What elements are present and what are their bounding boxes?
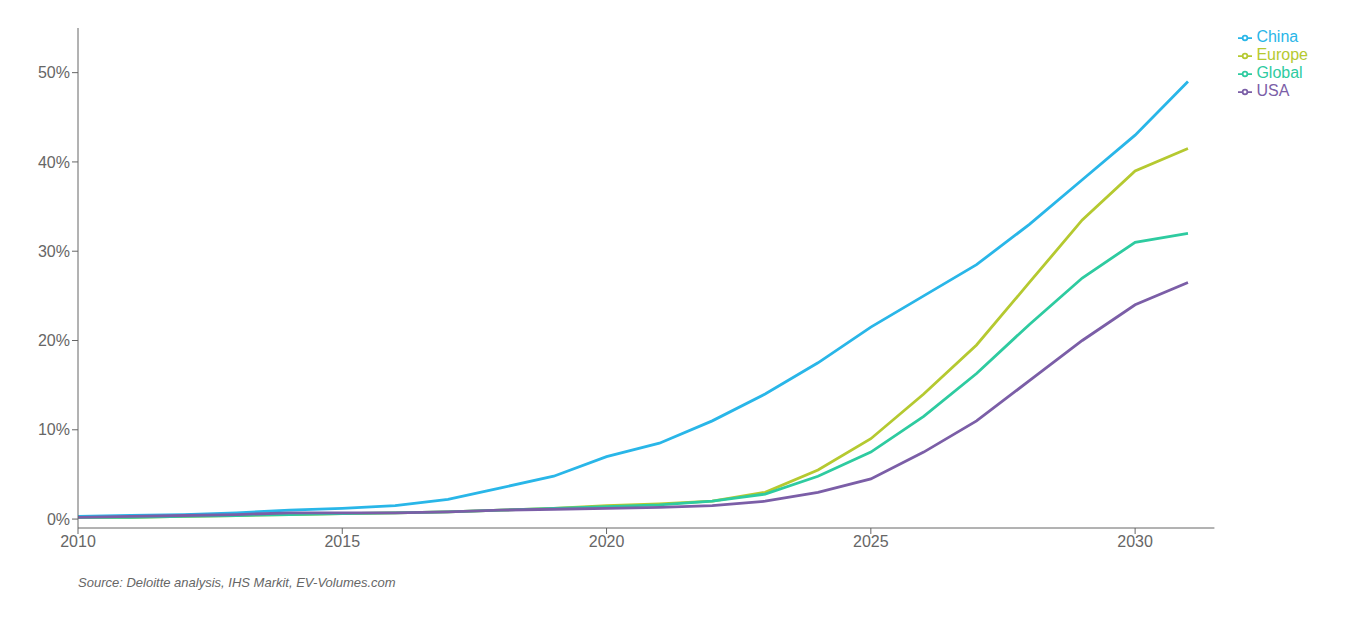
html-text:USA: USA [1256, 82, 1290, 99]
svg-text:50%: 50% [38, 64, 70, 81]
svg-text:20%: 20% [38, 332, 70, 349]
html-text:Source: Deloitte analysis, IHS: Source: Deloitte analysis, IHS Markit, E… [78, 575, 396, 590]
svg-text:2020: 2020 [589, 533, 625, 550]
html-text:China: China [1256, 28, 1299, 45]
svg-text:2010: 2010 [60, 533, 96, 550]
svg-text:30%: 30% [38, 243, 70, 260]
svg-text:10%: 10% [38, 421, 70, 438]
svg-text:2025: 2025 [853, 533, 889, 550]
html-text:Europe: Europe [1256, 46, 1308, 63]
svg-text:40%: 40% [38, 154, 70, 171]
svg-text:2030: 2030 [1117, 533, 1153, 550]
svg-text:0%: 0% [47, 511, 70, 528]
html-text:Global: Global [1256, 64, 1303, 81]
svg-text:2015: 2015 [324, 533, 360, 550]
